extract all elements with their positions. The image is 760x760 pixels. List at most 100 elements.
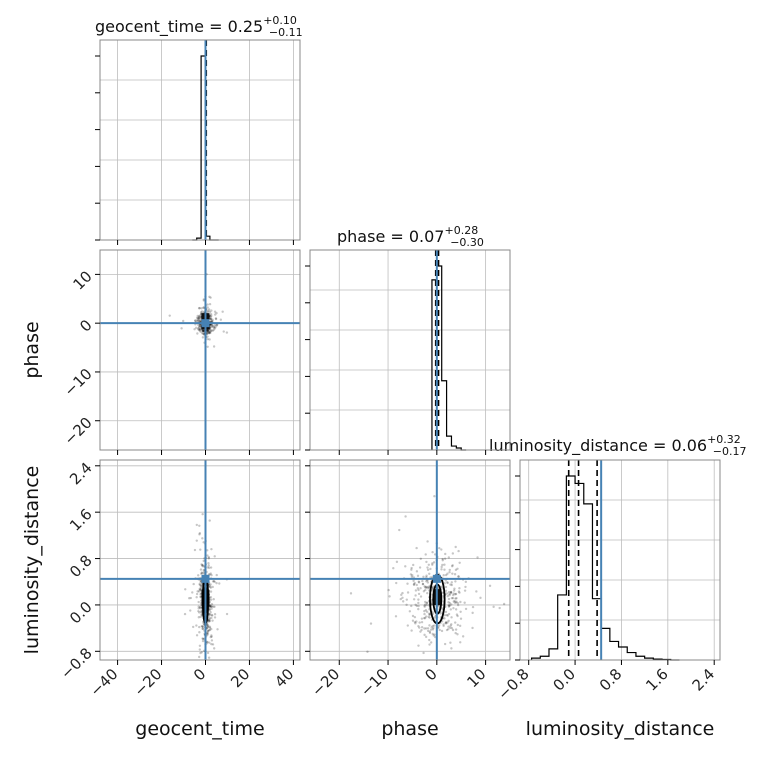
sample-point: [454, 628, 458, 631]
sample-point: [414, 594, 417, 597]
sample-point: [210, 627, 213, 631]
sample-point: [417, 601, 420, 605]
sample-point: [446, 614, 449, 617]
sample-point: [448, 604, 451, 607]
x-tick-label: −20: [130, 665, 165, 700]
sample-point: [450, 616, 453, 619]
sample-point: [451, 596, 455, 600]
sample-point: [206, 311, 210, 314]
sample-point: [208, 641, 211, 644]
sample-point: [432, 626, 435, 630]
sample-point: [428, 630, 432, 633]
sample-point: [426, 629, 430, 633]
sample-point: [199, 588, 202, 591]
sample-point: [449, 626, 452, 629]
sample-point: [197, 326, 200, 330]
sample-point: [448, 601, 451, 605]
sample-point: [200, 328, 204, 332]
sample-point: [424, 585, 427, 589]
sample-point: [426, 591, 429, 595]
sample-point: [440, 565, 443, 569]
sample-point: [417, 607, 420, 611]
sample-point: [426, 540, 429, 543]
sample-point: [449, 608, 453, 611]
sample-point: [443, 582, 446, 585]
sample-point: [200, 624, 204, 628]
sample-point: [423, 616, 427, 620]
sample-point: [455, 597, 458, 600]
sample-point: [447, 619, 450, 623]
sample-point: [422, 575, 425, 579]
sample-point: [449, 624, 452, 627]
sample-point: [209, 605, 212, 608]
sample-point: [202, 306, 205, 309]
sample-point: [208, 617, 211, 621]
sample-point: [450, 626, 454, 630]
sample-point: [194, 319, 197, 322]
sample-point: [461, 635, 465, 638]
sample-point: [211, 585, 214, 589]
sample-point: [192, 582, 195, 586]
sample-point: [206, 626, 209, 629]
sample-point: [209, 598, 213, 601]
sample-point: [208, 628, 211, 632]
y-tick-label: −20: [61, 414, 96, 449]
sample-point: [431, 624, 434, 628]
sample-point: [424, 635, 428, 639]
sample-point: [206, 331, 209, 335]
x-tick-label: 0.0: [549, 665, 579, 695]
sample-point: [210, 635, 213, 638]
sample-point: [202, 328, 205, 332]
sample-point: [196, 319, 200, 323]
sample-point: [450, 581, 453, 584]
sample-point: [198, 306, 201, 310]
y-tick-label: 0.8: [66, 551, 96, 581]
sample-point: [212, 598, 215, 601]
sample-point: [443, 614, 447, 617]
sample-point: [464, 580, 468, 584]
sample-point: [492, 605, 495, 609]
sample-point: [441, 559, 444, 562]
sample-point: [425, 610, 429, 614]
sample-point: [210, 547, 213, 551]
sample-point: [417, 592, 421, 596]
sample-point: [201, 639, 205, 643]
sample-point: [225, 612, 229, 616]
sample-point: [414, 589, 418, 592]
sample-point: [427, 585, 430, 589]
sample-point: [199, 548, 202, 551]
sample-point: [214, 317, 218, 320]
sample-point: [209, 635, 212, 639]
sample-point: [475, 590, 478, 593]
sample-point: [433, 495, 436, 498]
sample-point: [208, 331, 212, 334]
sample-point: [199, 606, 202, 610]
sample-point: [188, 596, 191, 600]
sample-point: [431, 628, 435, 631]
sample-point: [423, 633, 426, 637]
sample-point: [420, 628, 423, 632]
sample-point: [198, 532, 202, 535]
sample-point: [199, 579, 202, 582]
sample-point: [428, 643, 431, 646]
sample-point: [450, 623, 453, 626]
sample-point: [454, 608, 458, 611]
sample-point: [445, 628, 449, 632]
sample-point: [206, 630, 210, 633]
sample-point: [424, 586, 427, 589]
sample-point: [198, 317, 201, 321]
sample-point: [419, 557, 422, 560]
sample-point: [210, 639, 214, 642]
sample-point: [449, 641, 452, 644]
sample-point: [401, 591, 404, 595]
sample-point: [458, 587, 461, 590]
sample-point: [209, 604, 212, 608]
sample-point: [431, 632, 434, 636]
sample-point: [388, 595, 391, 598]
sample-point: [415, 570, 419, 573]
sample-point: [456, 603, 460, 607]
sample-point: [433, 553, 437, 556]
sample-point: [426, 627, 430, 630]
sample-point: [198, 648, 202, 651]
sample-point: [200, 588, 203, 591]
